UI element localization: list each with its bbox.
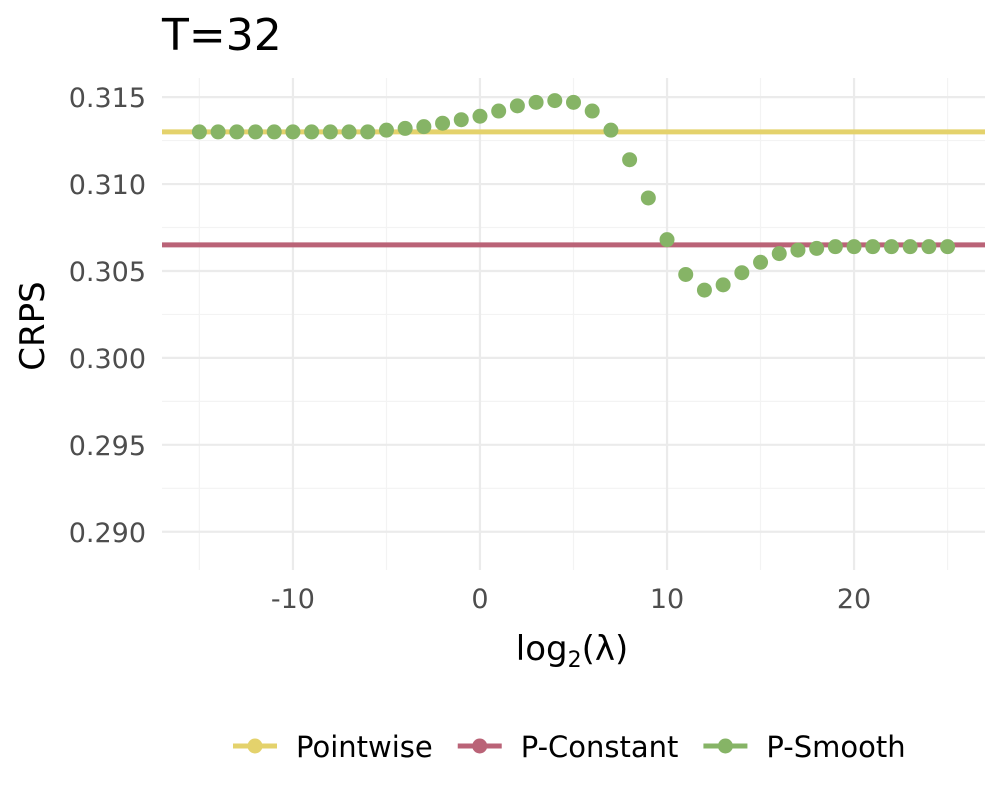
chart-title: T=32 bbox=[161, 10, 282, 61]
p-smooth-point bbox=[453, 112, 469, 128]
legend-label-pointwise: Pointwise bbox=[296, 730, 433, 764]
p-smooth-point bbox=[360, 124, 376, 140]
p-smooth-point bbox=[696, 282, 712, 298]
p-smooth-point bbox=[266, 124, 282, 140]
p-smooth-point bbox=[547, 93, 563, 109]
y-tick-label: 0.295 bbox=[69, 431, 146, 462]
p-smooth-point bbox=[715, 277, 731, 293]
x-tick-label: 10 bbox=[650, 584, 684, 615]
p-smooth-point bbox=[603, 122, 619, 138]
x-axis-ticks: -10 0 10 20 bbox=[271, 584, 871, 615]
p-smooth-point bbox=[341, 124, 357, 140]
p-smooth-point bbox=[790, 242, 806, 258]
p-smooth-point bbox=[397, 120, 413, 136]
legend-marker-p-smooth bbox=[717, 738, 733, 754]
p-smooth-point bbox=[659, 232, 675, 248]
p-smooth-point bbox=[771, 246, 787, 262]
p-smooth-point bbox=[584, 103, 600, 119]
grid bbox=[162, 78, 985, 570]
x-tick-label: 20 bbox=[837, 584, 871, 615]
y-axis-title: CRPS bbox=[13, 281, 53, 370]
p-smooth-point bbox=[509, 98, 525, 114]
p-smooth-point bbox=[678, 266, 694, 282]
p-smooth-point bbox=[210, 124, 226, 140]
x-axis-title-subscript: 2 bbox=[568, 648, 582, 673]
y-tick-label: 0.315 bbox=[69, 83, 146, 114]
p-smooth-point bbox=[809, 240, 825, 256]
legend: Pointwise P-Constant P-Smooth bbox=[233, 730, 906, 764]
p-smooth-point bbox=[940, 239, 956, 255]
p-smooth-point bbox=[322, 124, 338, 140]
x-axis-title-argument: (λ) bbox=[582, 629, 629, 669]
legend-label-p-smooth: P-Smooth bbox=[766, 730, 905, 764]
p-smooth-point bbox=[435, 115, 451, 131]
p-smooth-point bbox=[734, 265, 750, 281]
legend-marker-p-constant bbox=[472, 738, 488, 754]
y-tick-label: 0.290 bbox=[69, 518, 146, 549]
x-tick-label: 0 bbox=[471, 584, 488, 615]
p-smooth-point bbox=[304, 124, 320, 140]
p-smooth-point bbox=[285, 124, 301, 140]
legend-marker-pointwise bbox=[247, 738, 263, 754]
p-smooth-point bbox=[883, 239, 899, 255]
p-smooth-point bbox=[640, 190, 656, 206]
x-tick-label: -10 bbox=[271, 584, 315, 615]
p-smooth-point bbox=[753, 254, 769, 270]
p-smooth-point bbox=[528, 94, 544, 110]
p-smooth-point bbox=[472, 108, 488, 124]
p-smooth-point bbox=[622, 152, 638, 168]
p-smooth-point bbox=[865, 239, 881, 255]
p-smooth-point bbox=[229, 124, 245, 140]
p-smooth-point bbox=[921, 239, 937, 255]
x-axis-title-base: log bbox=[516, 629, 568, 669]
p-smooth-point bbox=[827, 239, 843, 255]
x-axis-title: log2(λ) bbox=[516, 629, 629, 673]
p-smooth-points bbox=[191, 93, 956, 298]
legend-label-p-constant: P-Constant bbox=[521, 730, 679, 764]
y-axis-ticks: 0.290 0.295 0.300 0.305 0.310 0.315 bbox=[69, 83, 146, 549]
y-tick-label: 0.300 bbox=[69, 344, 146, 375]
p-smooth-point bbox=[846, 239, 862, 255]
p-smooth-point bbox=[248, 124, 264, 140]
p-smooth-point bbox=[491, 103, 507, 119]
p-smooth-point bbox=[902, 239, 918, 255]
p-smooth-point bbox=[378, 122, 394, 138]
p-smooth-point bbox=[416, 119, 432, 135]
y-tick-label: 0.310 bbox=[69, 170, 146, 201]
p-smooth-point bbox=[191, 124, 207, 140]
y-tick-label: 0.305 bbox=[69, 257, 146, 288]
p-smooth-point bbox=[566, 94, 581, 110]
